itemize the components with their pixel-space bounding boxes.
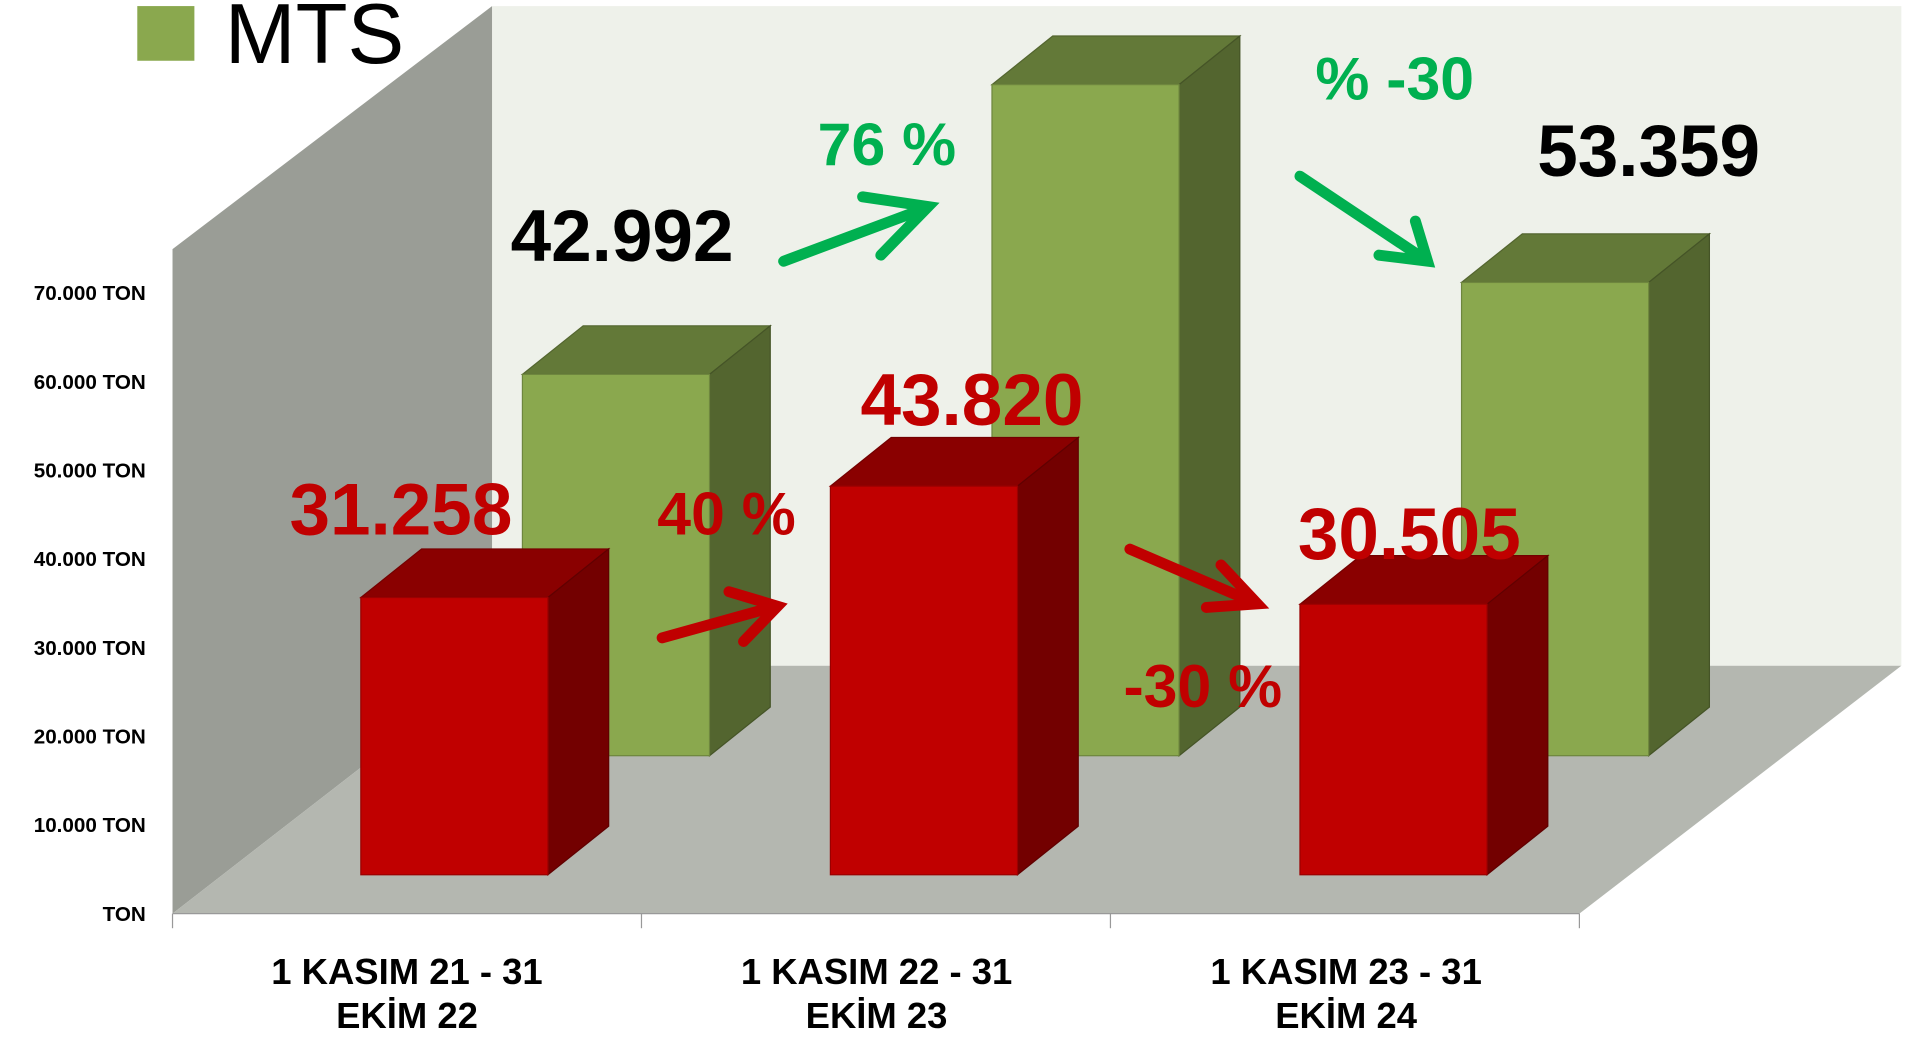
annotation: % -30 — [1315, 45, 1474, 113]
bar — [829, 485, 1019, 876]
data-label: 53.359 — [1537, 111, 1760, 192]
annotation: 76 % — [818, 110, 956, 178]
x-tick-label: 1 KASIM 21 - 31 EKİM 22 — [271, 952, 543, 1037]
data-label: 42.992 — [511, 196, 734, 277]
data-label: 31.258 — [289, 470, 512, 551]
bar-side — [1486, 554, 1549, 877]
arrows-red — [656, 543, 1270, 647]
y-tick-label: 20.000 TON — [34, 726, 146, 749]
x-tick-label: 1 KASIM 22 - 31 EKİM 23 — [740, 952, 1013, 1037]
y-tick-label: 50.000 TON — [34, 459, 146, 482]
legend-swatch — [137, 6, 195, 61]
x-tick-label-box: 1 KASIM 23 - 31 EKİM 24 — [1210, 952, 1482, 1037]
y-tick-label: 70.000 TON — [34, 282, 146, 305]
bar-side — [1016, 436, 1079, 877]
y-tick-label: TON — [103, 903, 146, 926]
y-tick-label: 30.000 TON — [34, 637, 146, 660]
legend-label: MTS — [225, 0, 405, 82]
y-tick-label: 60.000 TON — [34, 371, 146, 394]
x-tick-label: 1 KASIM 23 - 31 EKİM 24 — [1210, 952, 1482, 1037]
data-label: 43.820 — [860, 360, 1083, 441]
bar — [360, 596, 549, 876]
y-tick-label: 40.000 TON — [34, 548, 146, 571]
bar-side — [547, 547, 610, 877]
bar-side — [1178, 34, 1241, 757]
annotation: -30 % — [1123, 652, 1282, 720]
x-tick-label-box: 1 KASIM 22 - 31 EKİM 23 — [740, 952, 1013, 1037]
annotation: 40 % — [657, 480, 795, 548]
data-label: 30.505 — [1298, 494, 1521, 575]
y-tick-label: 10.000 TON — [34, 814, 146, 837]
bar-side — [1648, 232, 1711, 757]
x-tick-label-box: 1 KASIM 21 - 31 EKİM 22 — [271, 952, 543, 1037]
bar — [1299, 603, 1488, 876]
arrows-green — [778, 170, 1436, 268]
